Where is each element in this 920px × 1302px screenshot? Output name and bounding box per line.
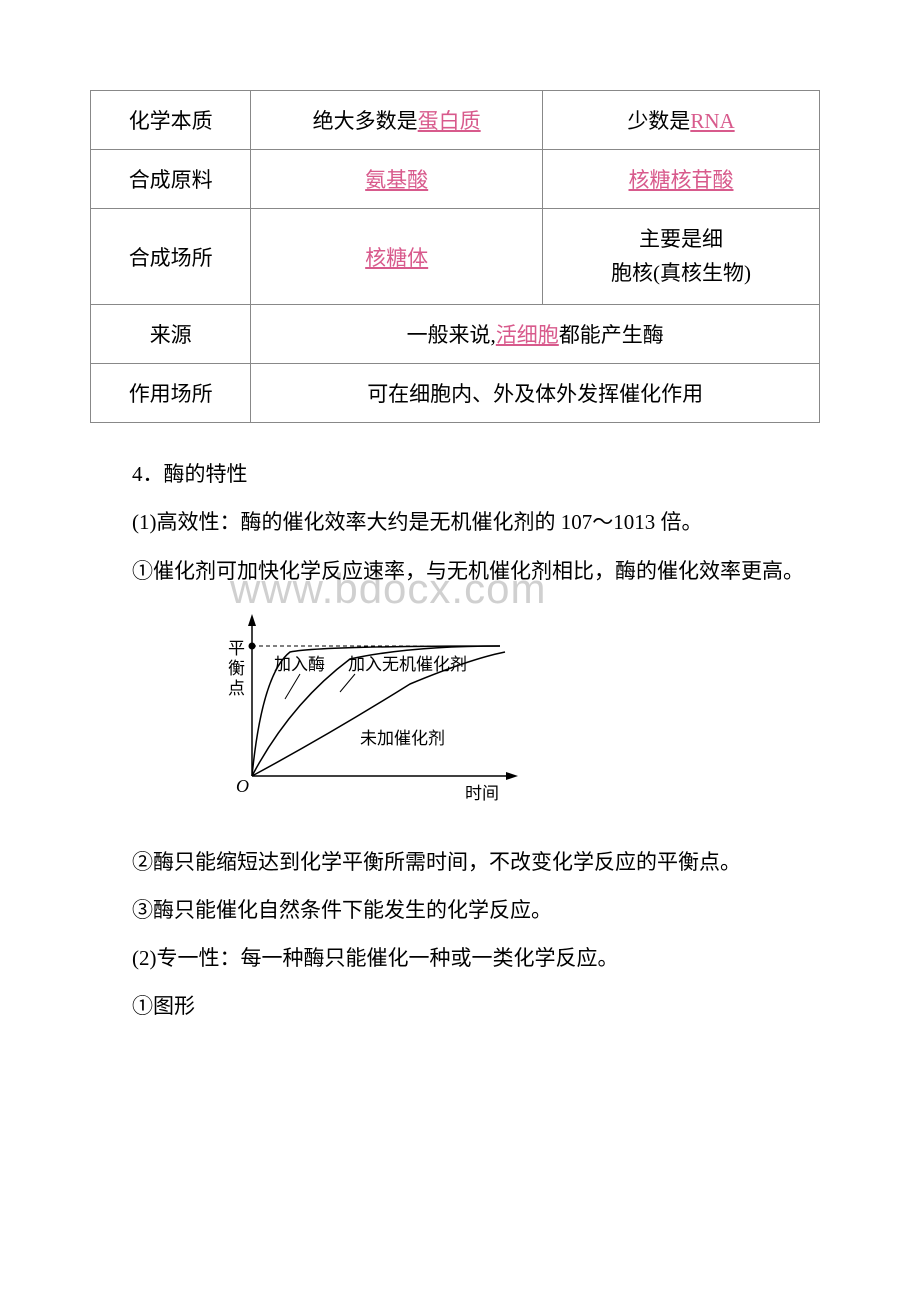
cell-text: 绝大多数是 [313,109,418,133]
table-row: 作用场所 可在细胞内、外及体外发挥催化作用 [91,364,820,423]
table-row: 化学本质 绝大多数是蛋白质 少数是RNA [91,91,820,150]
cell-label: 来源 [91,305,251,364]
underlined-term: RNA [690,109,734,133]
table-row: 合成场所 核糖体 主要是细 胞核(真核生物) [91,209,820,305]
chart-ylabel-char: 平 [228,639,245,658]
cell-text-line2: 胞核(真核生物) [611,261,751,285]
table-row: 合成原料 氨基酸 核糖核苷酸 [91,150,820,209]
chart-curve-label: 加入无机催化剂 [348,655,467,674]
cell-label: 作用场所 [91,364,251,423]
cell-content: 绝大多数是蛋白质 [251,91,543,150]
cell-text: 少数是 [627,109,690,133]
body-paragraph: (1)高效性：酶的催化效率大约是无机催化剂的 107～1013 倍。 [90,499,820,545]
section-heading: 4．酶的特性 [90,451,820,497]
body-paragraph: ②酶只能缩短达到化学平衡所需时间，不改变化学反应的平衡点。 [90,839,820,885]
cell-content-merged: 一般来说,活细胞都能产生酶 [251,305,820,364]
body-paragraph: ①催化剂可加快化学反应速率，与无机催化剂相比，酶的催化效率更高。 [90,548,820,594]
cell-text: 都能产生酶 [559,323,664,347]
chart-curve-label: 加入酶 [274,655,325,674]
cell-content: 少数是RNA [542,91,819,150]
chart-origin-label: O [236,776,249,796]
body-paragraph: (2)专一性：每一种酶只能催化一种或一类化学反应。 [90,935,820,981]
catalyst-chart: 加入酶 加入无机催化剂 未加催化剂 平 衡 点 O 时间 [210,604,820,819]
table-row: 来源 一般来说,活细胞都能产生酶 [91,305,820,364]
chart-xlabel: 时间 [465,784,499,803]
paragraph-text: ①催化剂可加快化学反应速率，与无机催化剂相比，酶的催化效率更高。 [132,559,804,583]
underlined-term: 氨基酸 [365,168,428,192]
body-paragraph: ③酶只能催化自然条件下能发生的化学反应。 [90,887,820,933]
cell-content: 主要是细 胞核(真核生物) [542,209,819,305]
cell-text-line1: 主要是细 [639,227,723,251]
underlined-term: 核糖体 [365,246,428,270]
chart-ylabel-char: 点 [228,679,245,698]
cell-text: 一般来说, [407,323,496,347]
cell-content: 氨基酸 [251,150,543,209]
body-paragraph: ①图形 [90,983,820,1029]
cell-content-merged: 可在细胞内、外及体外发挥催化作用 [251,364,820,423]
underlined-term: 核糖核苷酸 [628,168,733,192]
cell-content: 核糖核苷酸 [542,150,819,209]
cell-label: 化学本质 [91,91,251,150]
cell-label: 合成场所 [91,209,251,305]
underlined-term: 活细胞 [496,323,559,347]
chart-svg: 加入酶 加入无机催化剂 未加催化剂 平 衡 点 O 时间 [210,604,550,814]
underlined-term: 蛋白质 [418,109,481,133]
cell-label: 合成原料 [91,150,251,209]
cell-content: 核糖体 [251,209,543,305]
chart-ylabel-char: 衡 [228,659,245,678]
chart-curve-label: 未加催化剂 [360,729,445,748]
enzyme-table: 化学本质 绝大多数是蛋白质 少数是RNA 合成原料 氨基酸 核糖核苷酸 合成场所… [90,90,820,423]
